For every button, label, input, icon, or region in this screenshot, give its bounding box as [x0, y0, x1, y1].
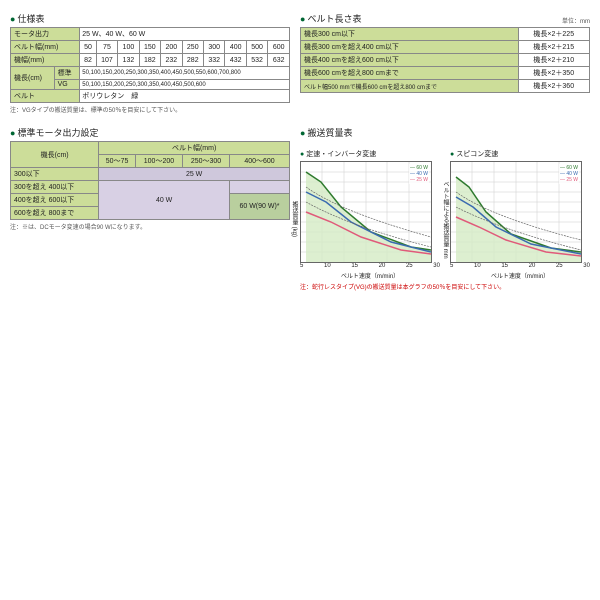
charts-title: 搬送質量表	[300, 126, 590, 139]
chart-xlabel: ベルト速度（m/min）	[300, 271, 440, 280]
spec-note: 注：VGタイプの搬送質量は、標準の50％を目安にして下さい。	[10, 105, 290, 114]
spec-title: 仕様表	[10, 12, 290, 25]
length-title: ベルト長さ表	[300, 12, 361, 25]
chart2: — 60 W — 40 W — 25 W	[450, 161, 582, 263]
chart1-sub: 定速・インバータ変速	[300, 149, 440, 159]
motor-table: 機長(cm)ベルト幅(mm) 50～75100～200250～300400～60…	[10, 141, 290, 220]
chart2-sub: スピコン変速	[450, 149, 590, 159]
chart1: — 60 W — 40 W — 25 W	[300, 161, 432, 263]
chart-ylabel: 搬送質量 (kg)	[290, 201, 299, 237]
motor-title: 標準モータ出力設定	[10, 126, 290, 139]
spec-table: モータ出力25 W、40 W、60 W ベルト幅(mm) 50751001502…	[10, 27, 290, 103]
chart-ylabel2: ベルト幅による搬送質量 mm	[441, 181, 450, 259]
length-unit: 単位：mm	[562, 16, 590, 25]
length-table: 機長300 cm以下機長×2＋225 機長300 cmを超え400 cm以下機長…	[300, 27, 590, 93]
charts-note: 注：蛇行レスタイプ(VG)の搬送質量は本グラフの50％を目安にして下さい。	[300, 282, 590, 291]
motor-note: 注：※は、DCモータ変速の場合90 Wになります。	[10, 222, 290, 231]
